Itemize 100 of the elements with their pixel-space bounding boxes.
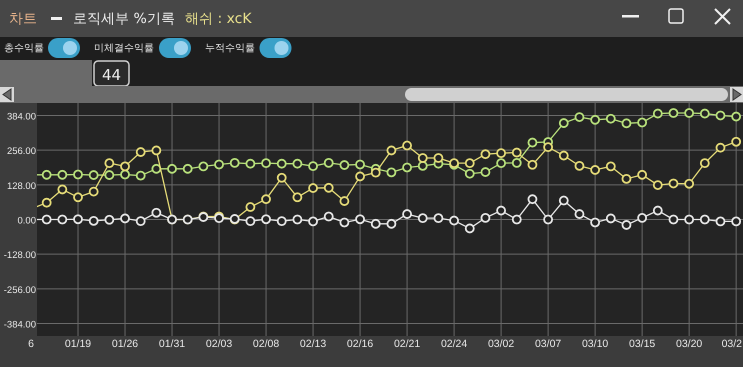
point	[480, 149, 490, 160]
point	[73, 192, 83, 202]
x-tick-label: 03/20	[676, 338, 702, 350]
point	[512, 148, 522, 158]
point	[120, 170, 130, 180]
point	[496, 148, 506, 158]
point	[324, 158, 334, 168]
point	[88, 216, 99, 226]
point	[167, 164, 177, 174]
text: 누적수익률	[205, 43, 255, 54]
point	[292, 214, 302, 224]
point	[276, 158, 287, 169]
point	[543, 142, 554, 152]
point	[386, 218, 396, 229]
point	[528, 194, 538, 204]
x-tick-label: 02/13	[300, 338, 326, 350]
point	[528, 138, 538, 148]
x-tick-label: 01/26	[112, 338, 138, 350]
point	[355, 172, 365, 182]
point	[386, 146, 396, 156]
point	[57, 214, 68, 224]
point	[528, 160, 538, 170]
point	[590, 218, 600, 228]
point	[637, 118, 648, 128]
point	[340, 160, 350, 170]
point	[88, 186, 99, 196]
point	[151, 208, 162, 218]
point	[214, 160, 224, 170]
point	[558, 196, 569, 206]
x-tick-label: 01/19	[64, 338, 92, 350]
point	[652, 108, 663, 118]
point	[136, 170, 146, 181]
point	[230, 158, 240, 168]
x-tick-label: 02/08	[252, 338, 280, 350]
point	[558, 150, 569, 160]
x-tick-label: 01/31	[158, 338, 186, 350]
point	[622, 220, 632, 230]
point	[370, 168, 381, 178]
point	[418, 153, 428, 163]
point	[136, 216, 146, 226]
point	[716, 142, 726, 153]
x-tick-label: 03/10	[582, 338, 608, 350]
point	[574, 112, 584, 122]
point	[590, 165, 600, 175]
point	[324, 212, 334, 222]
point	[261, 158, 271, 168]
point	[464, 158, 475, 168]
point	[308, 161, 318, 172]
point	[402, 162, 412, 172]
point	[496, 206, 506, 216]
point	[637, 212, 648, 223]
point	[340, 218, 350, 228]
chart-title: 로직세부 %기록	[73, 11, 175, 27]
chart-subtitle: 해쉬 : xcK	[185, 11, 252, 27]
point	[151, 164, 162, 174]
point	[558, 118, 569, 128]
point	[245, 216, 256, 226]
y-tick-label: 128.00	[6, 180, 36, 192]
point	[355, 214, 365, 224]
point	[543, 214, 554, 224]
point	[355, 160, 365, 170]
point	[245, 202, 256, 212]
x-tick-label: 02/24	[440, 338, 468, 350]
point	[292, 158, 302, 169]
point	[731, 112, 742, 122]
point	[512, 214, 522, 224]
y-tick-label: -128.00	[4, 250, 36, 262]
y-tick-label: -384.00	[4, 320, 36, 331]
x-tick-label: 02/03	[206, 338, 232, 350]
point	[668, 214, 678, 224]
point	[652, 206, 663, 216]
point	[104, 214, 114, 225]
x-tick-label: 6	[28, 338, 34, 350]
y-tick-label: 384.00	[6, 111, 36, 122]
point	[88, 170, 99, 180]
x-tick-label: 03/2	[722, 338, 742, 350]
point	[464, 224, 475, 234]
point	[104, 158, 114, 168]
point	[104, 170, 114, 180]
point	[402, 209, 412, 219]
point	[245, 158, 256, 169]
point	[42, 214, 52, 224]
point	[606, 162, 616, 172]
point	[418, 160, 428, 171]
point	[308, 216, 318, 226]
x-tick-label: 03/15	[628, 338, 656, 350]
point	[480, 212, 490, 223]
text: 미체결수익률	[94, 43, 154, 54]
y-tick-label: -256.00	[4, 284, 36, 296]
point	[574, 160, 584, 171]
point	[480, 167, 490, 177]
point	[464, 168, 475, 179]
point	[700, 214, 710, 224]
point	[716, 216, 726, 226]
point	[42, 198, 52, 208]
point	[57, 184, 68, 194]
point	[668, 108, 678, 118]
point	[120, 162, 130, 172]
point	[574, 209, 584, 219]
point	[182, 164, 193, 174]
